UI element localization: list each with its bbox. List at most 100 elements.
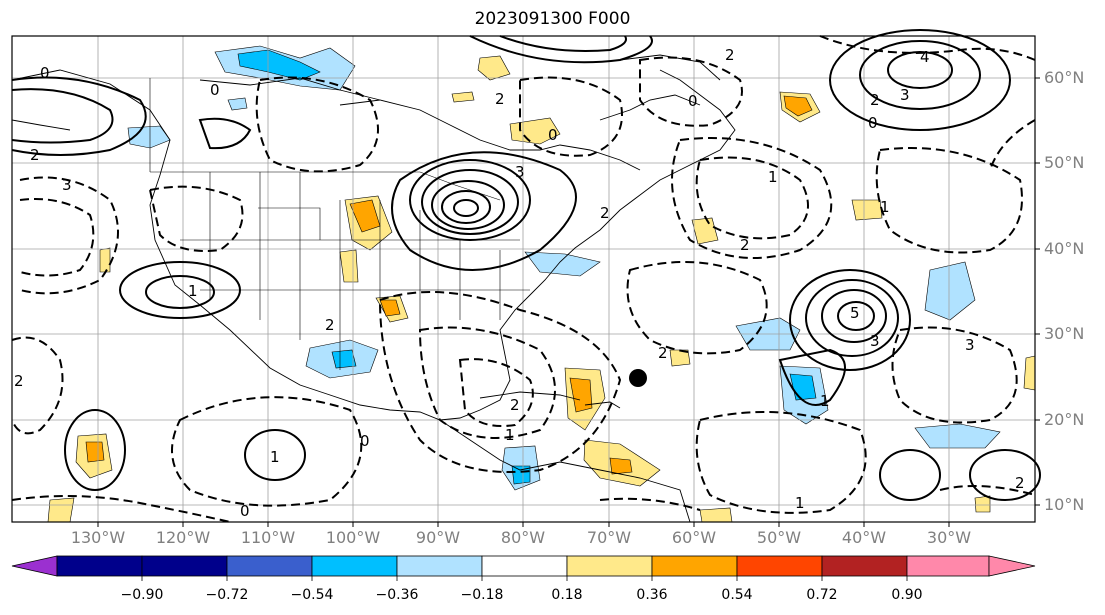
shade-yellow — [339, 249, 359, 283]
colorbar-segment — [226, 555, 313, 577]
shade-cyan — [331, 349, 357, 369]
colorbar-tick-label: 0.90 — [891, 587, 923, 603]
contour-label: 0 — [548, 126, 558, 144]
colorbar-tick-label: −0.18 — [460, 587, 504, 603]
contour-label: 0 — [240, 502, 250, 520]
shade-yellow — [1023, 355, 1036, 391]
shade-orange — [783, 95, 813, 117]
shading-layer — [47, 45, 1036, 523]
shade-blue — [524, 251, 601, 277]
colorbar-tick-label: 0.36 — [636, 587, 668, 603]
shade-blue — [227, 97, 248, 111]
shade-yellow — [974, 495, 991, 513]
colorbar-segment — [906, 555, 990, 577]
contour-label: 2 — [510, 396, 520, 414]
contour-label: 4 — [920, 48, 930, 66]
colorbar-tick-label: 0.72 — [806, 587, 838, 603]
colorbar-tick-label: −0.72 — [205, 587, 249, 603]
lon-label: 130°W — [70, 528, 126, 547]
lon-label: 90°W — [415, 528, 461, 547]
contour-label: 3 — [965, 336, 975, 354]
contour-label: 2 — [600, 204, 610, 222]
shade-orange — [379, 299, 401, 317]
contour-label: 0 — [360, 432, 370, 450]
contour-labels: 0 0 0 0 0 0 0 1 1 1 1 1 1 1 2 2 2 2 2 2 … — [14, 46, 1025, 520]
shade-yellow — [99, 247, 111, 273]
lat-label: 40°N — [1044, 239, 1085, 258]
lat-label: 20°N — [1044, 410, 1085, 429]
contour-label: 0 — [40, 64, 50, 82]
positive-contours — [11, 29, 1041, 501]
shade-yellow — [47, 497, 75, 523]
axis-ticks — [97, 77, 1040, 527]
contour-label: 3 — [62, 176, 72, 194]
colorbar-segment — [566, 555, 653, 577]
contour-label: 0 — [868, 114, 878, 132]
contour-label: 2 — [325, 316, 335, 334]
contour-label: 1 — [880, 198, 890, 216]
contour-label: 5 — [850, 304, 860, 322]
contour-label: 3 — [900, 86, 910, 104]
contour-label: 0 — [688, 92, 698, 110]
colorbar-segment — [821, 555, 908, 577]
contour-label: 1 — [795, 494, 805, 512]
shade-blue — [924, 261, 976, 321]
contour-label: 1 — [270, 448, 280, 466]
shade-yellow — [851, 199, 883, 221]
contour-label: 1 — [768, 168, 778, 186]
contour-label: 2 — [495, 90, 505, 108]
contour-label: 2 — [30, 146, 40, 164]
contour-label: 2 — [658, 344, 668, 362]
contour-label: 3 — [515, 163, 525, 181]
shade-cyan — [237, 49, 321, 81]
lon-label: 40°W — [841, 528, 887, 547]
colorbar-segment — [141, 555, 228, 577]
colorbar — [11, 555, 1036, 581]
contour-label: 1 — [505, 426, 515, 444]
negative-contours — [11, 35, 1036, 523]
colorbar-tick-label: 0.54 — [721, 587, 753, 603]
shade-orange — [569, 377, 593, 413]
shade-yellow — [477, 55, 511, 81]
shade-yellow — [509, 117, 561, 145]
storm-center-marker — [629, 369, 647, 387]
lon-label: 110°W — [240, 528, 296, 547]
lon-label: 80°W — [500, 528, 546, 547]
lon-label: 70°W — [586, 528, 632, 547]
political-borders — [149, 78, 530, 370]
colorbar-tick-label: −0.90 — [120, 587, 164, 603]
lat-label: 50°N — [1044, 153, 1085, 172]
colorbar-segment — [311, 555, 398, 577]
contour-label: 2 — [725, 46, 735, 64]
shade-blue — [914, 423, 1001, 449]
lon-label: 30°W — [926, 528, 972, 547]
contour-label: 2 — [870, 91, 880, 109]
colorbar-segment — [651, 555, 738, 577]
contour-label: 3 — [870, 332, 880, 350]
lat-label: 10°N — [1044, 495, 1085, 514]
colorbar-segment — [396, 555, 483, 577]
lat-label: 30°N — [1044, 324, 1085, 343]
lat-label: 60°N — [1044, 68, 1085, 87]
colorbar-segment — [56, 555, 143, 577]
coastlines — [11, 54, 736, 523]
colorbar-segment — [11, 555, 58, 577]
lon-label: 50°W — [756, 528, 802, 547]
contour-label: 1 — [820, 392, 830, 410]
lon-label: 120°W — [155, 528, 211, 547]
contour-label: 1 — [188, 282, 198, 300]
lon-label: 100°W — [325, 528, 381, 547]
contour-label: 2 — [740, 236, 750, 254]
colorbar-segment — [988, 555, 1036, 577]
shade-yellow — [699, 507, 733, 523]
colorbar-tick-label: 0.18 — [551, 587, 583, 603]
colorbar-tick-label: −0.54 — [290, 587, 334, 603]
map-title: 2023091300 F000 — [474, 9, 631, 29]
colorbar-segment — [736, 555, 823, 577]
lon-label: 60°W — [671, 528, 717, 547]
contour-label: 0 — [210, 81, 220, 99]
shade-orange — [85, 441, 105, 463]
shade-yellow — [451, 91, 475, 103]
colorbar-segment — [481, 555, 568, 577]
